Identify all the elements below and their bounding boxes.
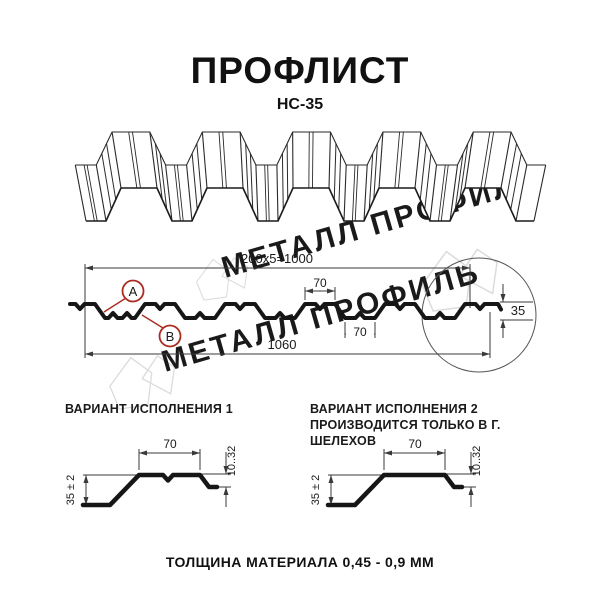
variant1-height-label: 35 ± 2 bbox=[65, 475, 77, 506]
variant2-width-label: 70 bbox=[408, 437, 422, 451]
variant2-heading: ВАРИАНТ ИСПОЛНЕНИЯ 2 ПРОИЗВОДИТСЯ ТОЛЬКО… bbox=[310, 401, 560, 449]
dim-top-flat-label: 70 bbox=[313, 276, 327, 290]
material-thickness-note: ТОЛЩИНА МАТЕРИАЛА 0,45 - 0,9 ММ bbox=[165, 554, 435, 570]
variant1-heading: ВАРИАНТ ИСПОЛНЕНИЯ 1 bbox=[65, 401, 305, 417]
page-title: ПРОФЛИСТ bbox=[190, 50, 410, 91]
marker-b-letter: В bbox=[166, 329, 175, 344]
variant1-width-label: 70 bbox=[163, 437, 177, 451]
variant1-lip-label: 10..32 bbox=[226, 446, 238, 477]
variant2-height-label: 35 ± 2 bbox=[310, 475, 322, 506]
variant2-lip-label: 10..32 bbox=[471, 446, 483, 477]
variant2-subtitle: ПРОИЗВОДИТСЯ ТОЛЬКО В Г. ШЕЛЕХОВ bbox=[310, 418, 501, 448]
profile-model-label: НС-35 bbox=[276, 96, 324, 113]
dim-total-width-label: 1060 bbox=[268, 337, 297, 352]
face-markers bbox=[103, 279, 182, 348]
variant1-title: ВАРИАНТ ИСПОЛНЕНИЯ 1 bbox=[65, 402, 233, 416]
cross-section-drawing bbox=[68, 257, 537, 373]
marker-a-letter: А bbox=[129, 284, 138, 299]
dim-pitch-label: 200x5=1000 bbox=[241, 251, 313, 266]
variant1-profile-drawing bbox=[80, 449, 231, 508]
variant2-title: ВАРИАНТ ИСПОЛНЕНИЯ 2 bbox=[310, 402, 478, 416]
corrugated-sheet-3d-view bbox=[74, 131, 547, 222]
dimension-labels: 200x5=1000 1060 70 70 35 А В 70 35 ± 2 1… bbox=[65, 251, 525, 505]
dim-height-label: 35 bbox=[511, 303, 525, 318]
dim-bottom-flat-label: 70 bbox=[353, 325, 367, 339]
variant2-profile-drawing bbox=[325, 449, 476, 508]
